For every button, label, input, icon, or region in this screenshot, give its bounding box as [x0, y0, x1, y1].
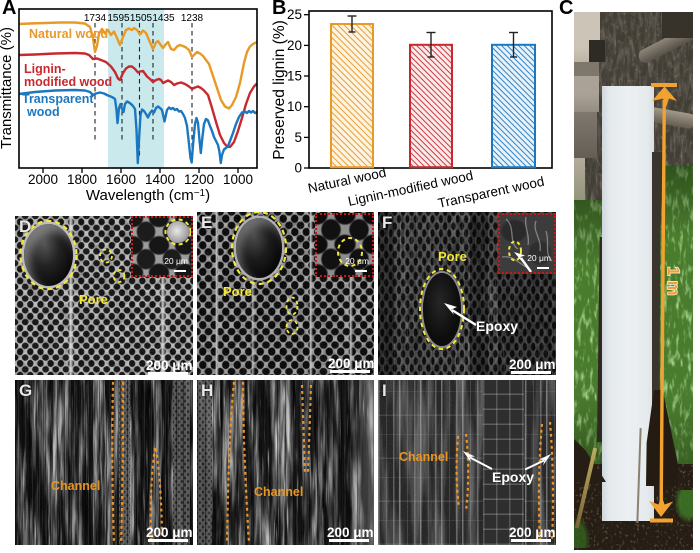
svg-text:Transparent: Transparent	[22, 92, 94, 106]
svg-text:1200: 1200	[184, 172, 214, 187]
svg-text:Transmittance (%): Transmittance (%)	[0, 27, 15, 149]
svg-text:0: 0	[294, 161, 302, 176]
svg-text:2000: 2000	[28, 172, 58, 187]
svg-text:5: 5	[294, 130, 302, 145]
svg-text:10: 10	[287, 99, 302, 114]
svg-text:Preserved lignin (%): Preserved lignin (%)	[271, 20, 288, 160]
svg-text:1595: 1595	[107, 13, 130, 24]
svg-text:Wavelength (cm−1): Wavelength (cm−1)	[86, 187, 210, 204]
svg-text:Lignin-: Lignin-	[24, 62, 66, 76]
svg-text:1505: 1505	[130, 13, 153, 24]
svg-text:1600: 1600	[106, 172, 136, 187]
svg-text:1800: 1800	[67, 172, 97, 187]
svg-text:wood: wood	[26, 105, 60, 119]
svg-text:1734: 1734	[84, 13, 107, 24]
svg-text:1 m: 1 m	[664, 266, 683, 295]
svg-text:1000: 1000	[223, 172, 253, 187]
svg-text:1435: 1435	[152, 13, 175, 24]
svg-text:1400: 1400	[145, 172, 175, 187]
svg-text:modified wood: modified wood	[24, 75, 112, 89]
svg-text:15: 15	[287, 69, 302, 84]
svg-text:1238: 1238	[181, 13, 204, 24]
svg-text:Natural wood: Natural wood	[29, 27, 108, 41]
svg-text:20: 20	[287, 38, 302, 53]
svg-text:25: 25	[287, 7, 302, 22]
